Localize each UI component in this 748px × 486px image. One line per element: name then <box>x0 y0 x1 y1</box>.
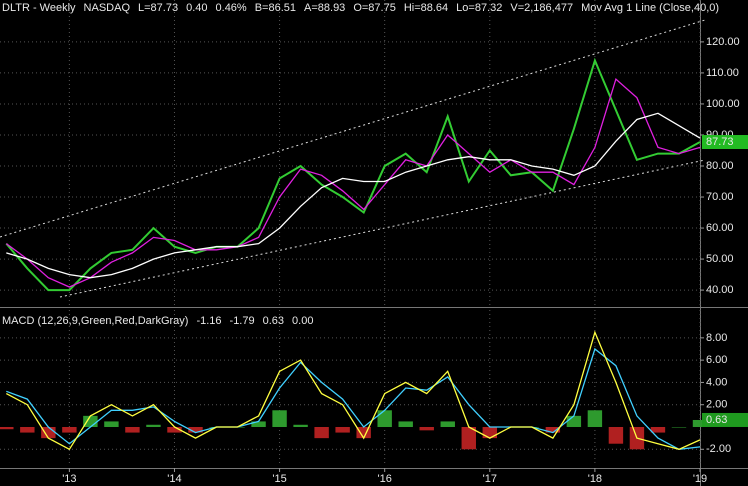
series-line <box>6 347 701 450</box>
histogram-bar <box>377 410 392 427</box>
histogram-bar <box>41 427 56 439</box>
y-tick-label: 40.00 <box>706 284 734 296</box>
histogram-bar <box>293 424 308 427</box>
y-tick-label: 2.00 <box>706 399 727 411</box>
y-tick-label: 60.00 <box>706 222 734 234</box>
x-tick-label: '18 <box>588 473 602 485</box>
header-item: V=2,186,477 <box>510 2 573 14</box>
histogram-bar <box>0 427 14 430</box>
y-tick-label: 8.00 <box>706 332 727 344</box>
header-item: 0.63 <box>263 315 284 327</box>
histogram-bar <box>650 427 666 433</box>
header-item: Lo=87.32 <box>456 2 502 14</box>
series-line <box>5 57 701 292</box>
header-item: DLTR - Weekly <box>2 2 76 14</box>
header-item: B=86.51 <box>255 2 296 14</box>
y-tick-label: -2.00 <box>706 443 731 455</box>
histogram-bar <box>335 427 350 433</box>
histogram-bar <box>419 427 434 431</box>
histogram-bar <box>545 427 561 433</box>
header-item: A=88.93 <box>304 2 345 14</box>
x-tick-label: '14 <box>167 473 181 485</box>
histogram-bar <box>251 421 266 427</box>
header-item: NASDAQ <box>84 2 131 14</box>
histogram-bar <box>62 427 77 433</box>
histogram-bar <box>482 427 497 439</box>
histogram-bar <box>83 415 98 427</box>
x-tick-label: '15 <box>272 473 286 485</box>
y-tick-label: 50.00 <box>706 253 734 265</box>
x-tick-label: '16 <box>378 473 392 485</box>
histogram-bar <box>587 410 603 427</box>
y-tick-label: 120.00 <box>706 36 740 48</box>
y-tick-label: 70.00 <box>706 191 734 203</box>
header-item: Mov Avg 1 Line (Close,40,0) <box>581 2 719 14</box>
histogram-bar <box>440 421 455 427</box>
last-value-label: 0.63 <box>706 414 727 426</box>
last-value-label: 87.73 <box>706 136 734 148</box>
histogram-bar <box>692 419 708 427</box>
histogram-bar <box>461 427 476 450</box>
last-value-box <box>702 412 748 427</box>
histogram-bar <box>272 410 287 427</box>
histogram-bar <box>146 424 161 427</box>
histogram-bar <box>167 427 182 433</box>
histogram-bar <box>608 427 624 444</box>
histogram-bar <box>314 427 329 439</box>
x-tick-label: '19 <box>693 473 707 485</box>
y-tick-label: 80.00 <box>706 160 734 172</box>
series-line <box>5 77 701 288</box>
header-item: MACD (12,26,9,Green,Red,DarkGray) <box>2 315 188 327</box>
y-tick-label: 4.00 <box>706 376 727 388</box>
x-tick-label: '13 <box>62 473 76 485</box>
header-item: 0.00 <box>292 315 313 327</box>
histogram-bar <box>356 427 371 439</box>
series-line <box>5 330 701 451</box>
histogram-bar <box>188 427 203 433</box>
y-tick-label: 110.00 <box>706 67 739 79</box>
header-item: Hi=88.64 <box>404 2 448 14</box>
header-item: -1.16 <box>196 315 221 327</box>
histogram-bar <box>125 427 140 433</box>
header-item: O=87.75 <box>353 2 396 14</box>
header-item: 0.46% <box>216 2 247 14</box>
series-line <box>6 112 701 279</box>
y-tick-label: 6.00 <box>706 354 727 366</box>
histogram-bar <box>20 427 35 433</box>
histogram-bar <box>104 421 119 427</box>
histogram-bar <box>566 415 582 427</box>
histogram-bar <box>398 421 413 427</box>
last-value-box <box>702 135 748 150</box>
y-tick-label: 100.00 <box>706 98 740 110</box>
header-item: L=87.73 <box>138 2 178 14</box>
x-tick-label: '17 <box>483 473 497 485</box>
header-item: -1.79 <box>230 315 255 327</box>
header-item: 0.40 <box>186 2 207 14</box>
histogram-bar <box>671 427 687 428</box>
